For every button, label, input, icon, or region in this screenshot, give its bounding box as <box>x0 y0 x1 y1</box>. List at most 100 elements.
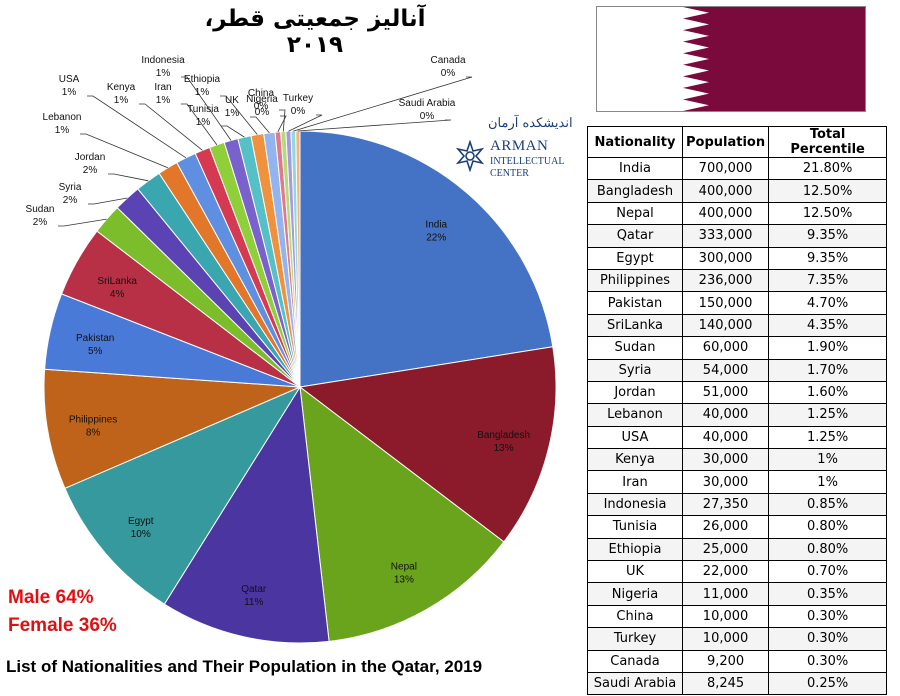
slice-pct-india: 22% <box>426 232 446 243</box>
leader-line-china <box>279 109 286 132</box>
cell-percentile: 12.50% <box>768 201 888 226</box>
logo-line-arman: ARMAN <box>490 138 549 154</box>
cell-population: 51,000 <box>681 380 770 405</box>
leader-line-sudan <box>58 218 107 227</box>
table-row: Sudan 60,000 1.90% <box>587 336 888 360</box>
chart-title: آنالیز جمعیتی قطر، ۲۰۱۹ <box>204 6 426 58</box>
cell-nationality: Tunisia <box>587 515 683 539</box>
pie-leader-lines <box>58 76 473 227</box>
cell-population: 150,000 <box>681 291 770 315</box>
cell-population: 236,000 <box>681 268 770 293</box>
slice-label-turkey: Turkey <box>283 93 313 104</box>
table-body: India 700,000 21.80% Bangladesh 400,000 12.50… <box>587 156 888 696</box>
cell-percentile: 1.25% <box>768 425 888 450</box>
logo-line-intellectual: INTELLECTUAL <box>490 156 565 167</box>
slice-label-nepal: Nepal <box>391 561 417 572</box>
cell-nationality: Bangladesh <box>587 179 683 203</box>
cell-nationality: Lebanon <box>587 403 683 427</box>
table-row: UK 22,000 0.70% <box>587 560 888 584</box>
slice-label-tunisia: Tunisia <box>187 104 219 115</box>
table-row: Indonesia 27,350 0.85% <box>587 492 888 517</box>
cell-population: 54,000 <box>681 358 770 382</box>
cell-nationality: Turkey <box>587 627 683 651</box>
slice-pct-iran: 1% <box>156 95 171 106</box>
slice-pct-uk: 1% <box>225 108 240 119</box>
slice-pct-bangladesh: 13% <box>494 443 514 454</box>
leader-line-nigeria <box>277 115 287 133</box>
slice-pct-lebanon: 1% <box>55 125 70 136</box>
slice-label-nigeria: Nigeria <box>246 94 278 105</box>
leader-line-uk <box>250 116 270 134</box>
slice-label-uk: UK <box>225 95 239 106</box>
header-population: Population <box>681 126 770 158</box>
cell-nationality: Philippines <box>587 268 683 293</box>
table-row: SriLanka 140,000 4.35% <box>587 313 888 338</box>
cell-nationality: Saudi Arabia <box>587 671 683 696</box>
cell-nationality: India <box>587 156 683 181</box>
cell-population: 30,000 <box>681 448 770 472</box>
female-value: 36% <box>78 615 117 636</box>
table-row: Pakistan 150,000 4.70% <box>587 291 888 315</box>
cell-percentile: 4.35% <box>768 313 888 338</box>
logo-star-icon <box>455 140 485 172</box>
cell-percentile: 1.90% <box>768 336 888 360</box>
cell-percentile: 9.35% <box>768 246 888 270</box>
cell-population: 10,000 <box>681 627 770 651</box>
slice-label-jordan: Jordan <box>75 152 106 163</box>
cell-nationality: Canada <box>587 649 683 673</box>
slice-label-qatar: Qatar <box>241 584 267 595</box>
slice-label-sudan: Sudan <box>26 204 55 215</box>
cell-population: 8,245 <box>681 671 770 696</box>
slice-pct-ethiopia: 1% <box>195 87 210 98</box>
pie-slice-qatar <box>163 385 330 644</box>
pie-slice-philippines <box>43 368 301 489</box>
cell-nationality: Jordan <box>587 380 683 405</box>
population-table: Nationality Population Total Percentile … <box>587 126 888 696</box>
female-line: Female 36% <box>8 612 117 640</box>
slice-pct-turkey: 0% <box>291 106 306 117</box>
cell-nationality: Pakistan <box>587 291 683 315</box>
cell-percentile: 0.25% <box>768 671 888 696</box>
cell-percentile: 7.35% <box>768 268 888 293</box>
cell-percentile: 0.30% <box>768 627 888 651</box>
slice-label-philippines: Philippines <box>69 414 117 425</box>
leader-line-usa <box>87 95 187 159</box>
slice-label-iran: Iran <box>154 82 171 93</box>
table-row: Bangladesh 400,000 12.50% <box>587 179 888 203</box>
slice-label-usa: USA <box>59 74 80 85</box>
table-row: Nigeria 11,000 0.35% <box>587 582 888 606</box>
slice-label-syria: Syria <box>59 182 82 193</box>
leader-line-saudi-arabia <box>297 119 452 132</box>
cell-nationality: Egypt <box>587 246 683 270</box>
cell-percentile: 12.50% <box>768 179 888 203</box>
qatar-flag-icon <box>597 7 865 111</box>
cell-population: 400,000 <box>681 201 770 226</box>
slice-label-srilanka: SriLanka <box>97 276 137 287</box>
table-row: Kenya 30,000 1% <box>587 448 888 472</box>
gender-split: Male 64% Female 36% <box>8 584 117 640</box>
cell-nationality: Sudan <box>587 336 683 360</box>
cell-nationality: USA <box>587 425 683 450</box>
slice-pct-egypt: 10% <box>131 529 151 540</box>
header-total-percentile: Total Percentile <box>768 126 888 158</box>
slice-label-china: China <box>248 88 275 99</box>
slice-pct-philippines: 8% <box>86 427 101 438</box>
slice-label-canada: Canada <box>430 55 465 66</box>
slice-pct-syria: 2% <box>63 195 78 206</box>
table-row: Philippines 236,000 7.35% <box>587 268 888 293</box>
arman-logo: اندیشکده آرمان ARMAN INTELLECTUAL CENTER <box>452 116 582 186</box>
male-line: Male 64% <box>8 584 117 612</box>
leader-line-jordan <box>108 173 149 182</box>
leader-line-turkey <box>288 114 323 132</box>
table-row: Egypt 300,000 9.35% <box>587 246 888 270</box>
pie-slices <box>43 130 557 644</box>
pie-labels: India 22% Bangladesh 13% Nepal 13% Qatar 11% Egy… <box>26 55 530 608</box>
cell-nationality: SriLanka <box>587 313 683 338</box>
slice-pct-pakistan: 5% <box>88 346 103 357</box>
slice-label-egypt: Egypt <box>128 516 154 527</box>
cell-population: 400,000 <box>681 179 770 203</box>
slice-label-india: India <box>425 219 447 230</box>
leader-line-canada <box>293 76 473 132</box>
cell-population: 27,350 <box>681 492 770 517</box>
